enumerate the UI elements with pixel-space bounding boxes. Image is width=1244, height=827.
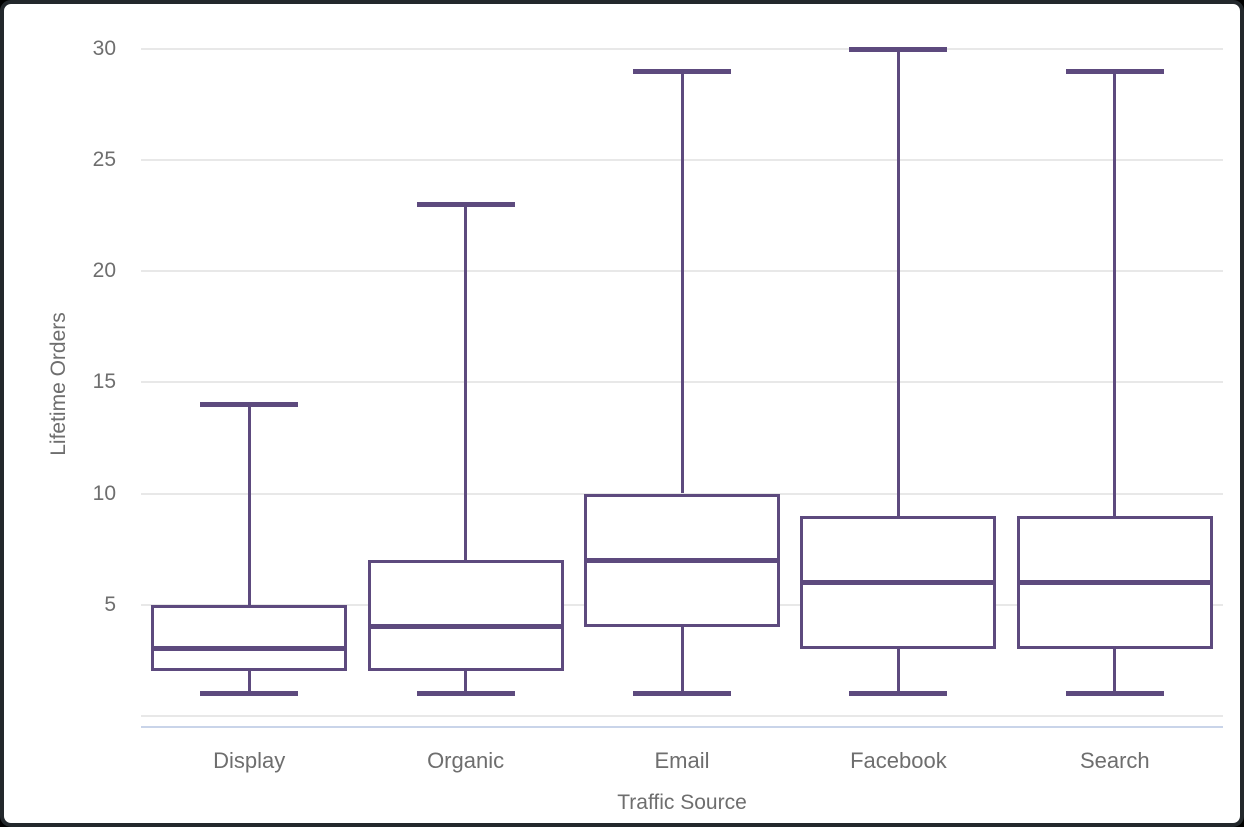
y-tick-label: 25 xyxy=(92,148,116,172)
y-tick-label: 5 xyxy=(104,592,116,616)
whisker-stem-upper xyxy=(1113,71,1117,516)
whisker-cap-max xyxy=(1065,69,1164,74)
x-category-label: Search xyxy=(1079,748,1150,773)
x-category-label: Organic xyxy=(427,748,505,773)
whisker-cap-min xyxy=(200,690,299,696)
x-category-label: Email xyxy=(654,748,710,773)
median-line xyxy=(800,579,997,585)
median-line xyxy=(367,624,564,630)
whisker-cap-min xyxy=(633,690,731,696)
box-iqr xyxy=(367,560,564,672)
median-line xyxy=(1016,579,1213,585)
x-axis-line xyxy=(141,726,1223,728)
whisker-stem-lower xyxy=(247,671,251,694)
gridline xyxy=(141,714,1223,717)
whisker-stem-lower xyxy=(896,648,900,694)
whisker-cap-max xyxy=(416,202,515,208)
median-line xyxy=(584,557,780,563)
y-axis-title: Lifetime Orders xyxy=(47,312,70,456)
whisker-stem-upper xyxy=(896,49,900,516)
whisker-stem-upper xyxy=(464,204,468,561)
y-tick-label: 10 xyxy=(92,481,116,505)
gridline xyxy=(141,48,1223,51)
box-iqr xyxy=(151,604,348,672)
whisker-stem-lower xyxy=(464,671,468,694)
whisker-cap-min xyxy=(849,690,948,696)
median-line xyxy=(151,646,348,652)
whisker-cap-max xyxy=(200,402,299,408)
y-tick-label: 20 xyxy=(92,259,116,283)
whisker-cap-min xyxy=(416,690,515,696)
whisker-stem-upper xyxy=(680,71,684,494)
y-tick-label: 30 xyxy=(92,37,116,61)
whisker-cap-max xyxy=(849,46,948,52)
y-tick-label: 15 xyxy=(92,370,116,394)
x-category-label: Facebook xyxy=(850,748,947,773)
whisker-stem-upper xyxy=(247,404,251,605)
whisker-stem-lower xyxy=(1113,648,1117,694)
x-axis-title: Traffic Source xyxy=(617,791,747,814)
x-category-label: Display xyxy=(213,748,286,773)
whisker-cap-max xyxy=(633,69,731,74)
whisker-cap-min xyxy=(1065,690,1164,696)
whisker-stem-lower xyxy=(680,626,684,694)
